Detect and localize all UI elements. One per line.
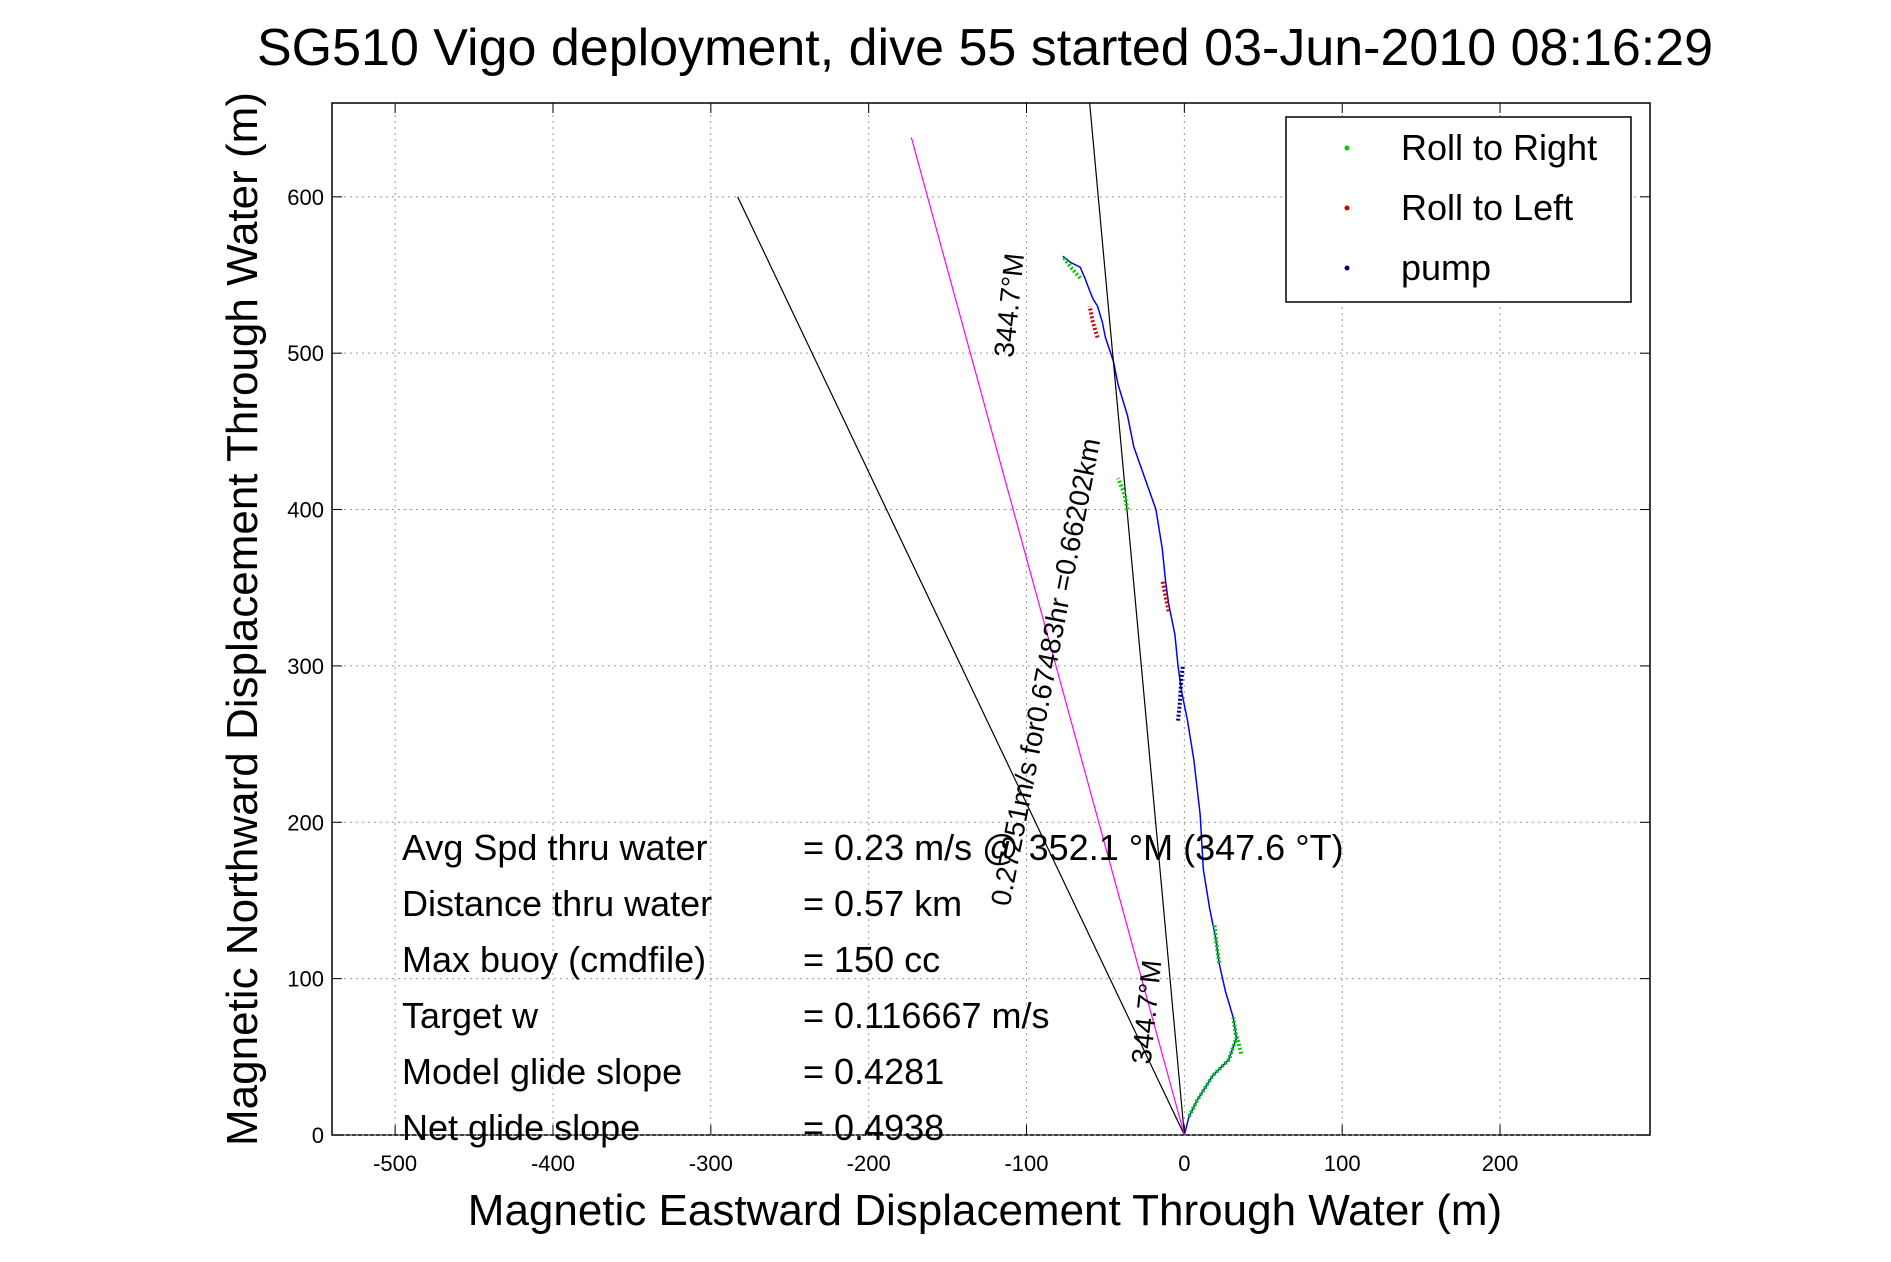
legend-marker: [1344, 145, 1350, 151]
segment-roll-to-right: [1061, 255, 1082, 280]
series-markers: [1061, 255, 1244, 1118]
legend-label: pump: [1401, 247, 1491, 288]
axis-ticks: -500 -400 -300 -200 -100 0 100 200 0 100 200 300 400…: [287, 103, 1650, 1176]
heading-line: [910, 137, 1185, 1136]
legend-label: Roll to Right: [1401, 127, 1597, 168]
x-axis-label: Magnetic Eastward Displacement Through W…: [468, 1186, 1502, 1235]
stat-label: Model glide slope: [402, 1051, 682, 1092]
x-tick-label: -200: [847, 1151, 891, 1176]
stat-label: Target w: [402, 995, 539, 1036]
stat-label: Max buoy (cmdfile): [402, 939, 706, 980]
x-tick-label: -300: [689, 1151, 733, 1176]
y-tick-label: 600: [287, 185, 324, 210]
x-tick-label: -100: [1004, 1151, 1048, 1176]
stat-value: = 0.4938: [803, 1107, 944, 1148]
stat-value: = 150 cc: [803, 939, 940, 980]
stat-value: = 0.4281: [803, 1051, 944, 1092]
stat-label: Net glide slope: [402, 1107, 640, 1148]
x-tick-label: 200: [1482, 1151, 1519, 1176]
legend-marker: [1344, 265, 1350, 271]
y-tick-label: 0: [312, 1123, 324, 1148]
x-tick-label: 0: [1178, 1151, 1190, 1176]
y-tick-label: 100: [287, 967, 324, 992]
legend: Roll to Right Roll to Left pump: [1285, 116, 1632, 303]
stat-label: Distance thru water: [402, 883, 712, 924]
y-tick-label: 400: [287, 498, 324, 523]
y-axis-label: Magnetic Northward Displacement Through …: [218, 92, 267, 1146]
x-tick-label: -400: [531, 1151, 575, 1176]
stat-label: Avg Spd thru water: [402, 827, 708, 868]
segment-roll-to-right: [1187, 1017, 1239, 1118]
y-tick-label: 500: [287, 341, 324, 366]
segment-roll-to-left: [1087, 305, 1100, 339]
legend-box: [1285, 116, 1632, 303]
y-tick-label: 300: [287, 654, 324, 679]
segment-roll-to-right: [1232, 1031, 1244, 1055]
stats-text-block: Avg Spd thru water = 0.23 m/s @ 352.1 °M …: [402, 827, 1344, 1148]
chart-title: SG510 Vigo deployment, dive 55 started 0…: [257, 19, 1713, 77]
x-tick-label: 100: [1324, 1151, 1361, 1176]
segment-roll-to-right: [1116, 477, 1130, 510]
stat-value: = 0.23 m/s @ 352.1 °M (347.6 °T): [803, 827, 1344, 868]
legend-label: Roll to Left: [1401, 187, 1573, 228]
x-tick-label: -500: [373, 1151, 417, 1176]
stat-value: = 0.57 km: [803, 883, 962, 924]
segment-roll-to-left: [1160, 579, 1171, 612]
y-tick-label: 200: [287, 810, 324, 835]
stat-value: = 0.116667 m/s: [803, 995, 1050, 1036]
reference-line: [737, 196, 1185, 1136]
reference-line: [1089, 102, 1185, 1136]
legend-marker: [1344, 205, 1350, 211]
